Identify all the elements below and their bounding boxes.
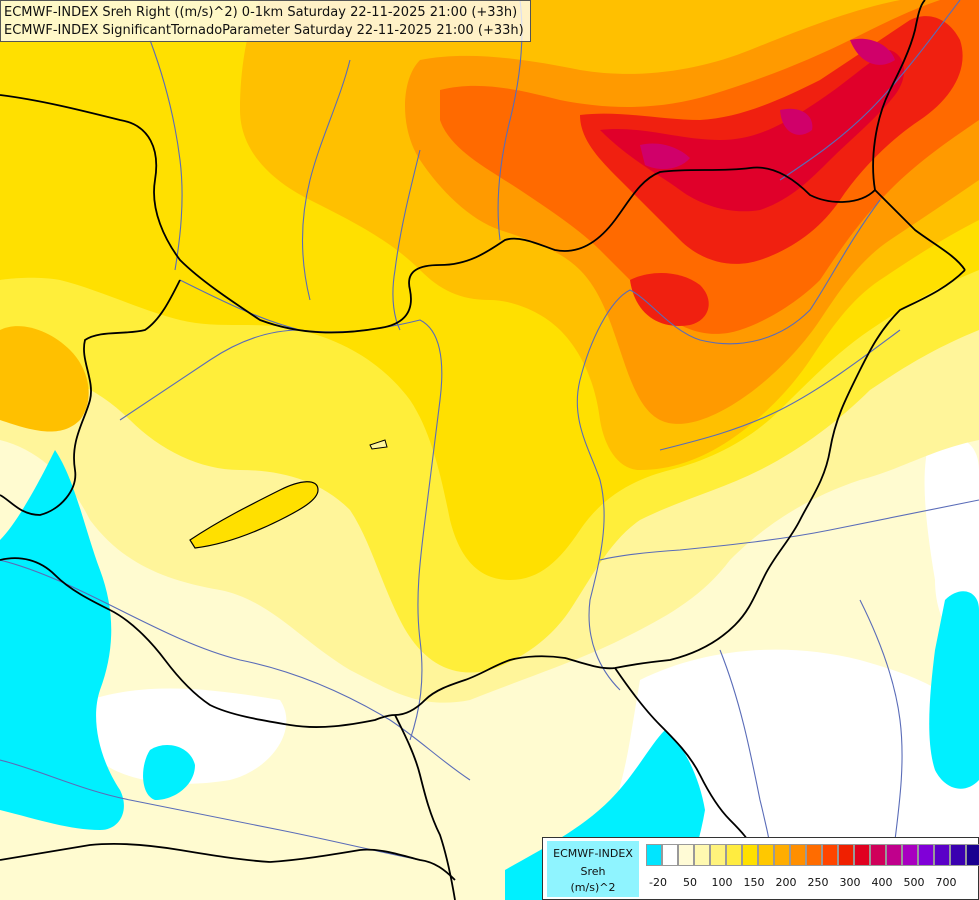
river-hron (392, 149, 421, 331)
legend-swatch (838, 844, 854, 866)
legend-swatch (790, 844, 806, 866)
title-box: ECMWF-INDEX Sreh Right ((m/s)^2) 0-1km S… (0, 0, 531, 42)
legend-swatch (902, 844, 918, 866)
legend-source: ECMWF-INDEX (553, 847, 633, 860)
river-east-stream (779, 0, 961, 181)
legend-tick-labels: -20 50 100 150 200 250 300 400 500 700 (646, 876, 976, 892)
river-morava (149, 39, 183, 271)
border-east (394, 269, 966, 716)
legend-tick-label: 700 (935, 876, 957, 889)
legend-swatch (950, 844, 966, 866)
legend-header: ECMWF-INDEX Sreh (m/s)^2 (547, 841, 639, 897)
legend-tick-label: 500 (903, 876, 925, 889)
legend-swatch (758, 844, 774, 866)
border-north (0, 94, 966, 334)
legend-swatch (726, 844, 742, 866)
field-cyan-east (929, 591, 979, 789)
legend-swatch (886, 844, 902, 866)
legend-swatch (934, 844, 950, 866)
legend-swatch (966, 844, 979, 866)
border-west (0, 279, 181, 516)
lake-small (369, 439, 388, 450)
border-southwest (0, 842, 271, 863)
river-raba (119, 329, 301, 421)
legend-tick-label: 100 (711, 876, 733, 889)
border-serbia-romania (614, 667, 761, 861)
legend-swatch (774, 844, 790, 866)
legend-swatch (646, 844, 662, 866)
field-white-southwest (90, 688, 287, 784)
color-legend: ECMWF-INDEX Sreh (m/s)^2 -20 50 100 150 200 2… (542, 837, 979, 900)
border-austria-slovenia (0, 557, 396, 728)
river-sava (0, 759, 421, 861)
field-magenta (640, 38, 895, 170)
legend-swatches (646, 844, 979, 866)
lake-balaton (189, 481, 319, 549)
legend-swatch (854, 844, 870, 866)
legend-swatch (662, 844, 678, 866)
legend-swatch (710, 844, 726, 866)
legend-tick-label: 250 (807, 876, 829, 889)
river-vah (301, 59, 351, 301)
border-bosnia (269, 848, 456, 881)
legend-variable: Sreh (580, 865, 606, 878)
legend-swatch (822, 844, 838, 866)
legend-tick-label: 200 (775, 876, 797, 889)
field-red-south (630, 273, 709, 326)
legend-swatch (742, 844, 758, 866)
legend-tick-label: 300 (839, 876, 861, 889)
legend-tick-label: 50 (683, 876, 697, 889)
field-cyan-blob (143, 745, 195, 800)
legend-swatch (678, 844, 694, 866)
river-tisza (576, 199, 881, 691)
legend-swatch (694, 844, 710, 866)
legend-swatch (870, 844, 886, 866)
legend-swatch (806, 844, 822, 866)
river-drava (0, 559, 471, 781)
field-amber-west (0, 326, 89, 432)
field-cyan-west (0, 450, 124, 830)
river-mures (599, 499, 979, 561)
title-line-1: ECMWF-INDEX Sreh Right ((m/s)^2) 0-1km S… (4, 5, 518, 20)
title-line-2: ECMWF-INDEX SignificantTornadoParameter … (4, 23, 524, 38)
legend-swatch (918, 844, 934, 866)
legend-tick-label: 400 (871, 876, 893, 889)
field-white-east (924, 436, 979, 642)
river-olt (859, 599, 903, 841)
legend-tick-label: -20 (649, 876, 667, 889)
legend-tick-label: 150 (743, 876, 765, 889)
border-croatia-serbia (394, 714, 456, 900)
river-somes (659, 329, 901, 451)
border-northeast (872, 0, 926, 191)
legend-unit: (m/s)^2 (570, 881, 616, 894)
